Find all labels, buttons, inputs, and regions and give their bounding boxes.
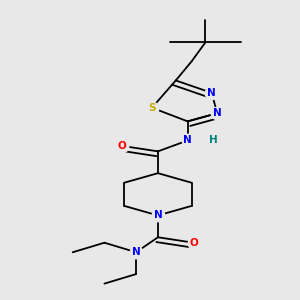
Text: N: N bbox=[213, 108, 222, 118]
Text: S: S bbox=[148, 103, 156, 113]
Text: O: O bbox=[189, 238, 198, 248]
Text: N: N bbox=[154, 210, 162, 220]
Text: N: N bbox=[207, 88, 216, 98]
Text: H: H bbox=[209, 136, 218, 146]
Text: N: N bbox=[183, 136, 192, 146]
Text: O: O bbox=[118, 141, 127, 151]
Text: N: N bbox=[132, 247, 140, 257]
